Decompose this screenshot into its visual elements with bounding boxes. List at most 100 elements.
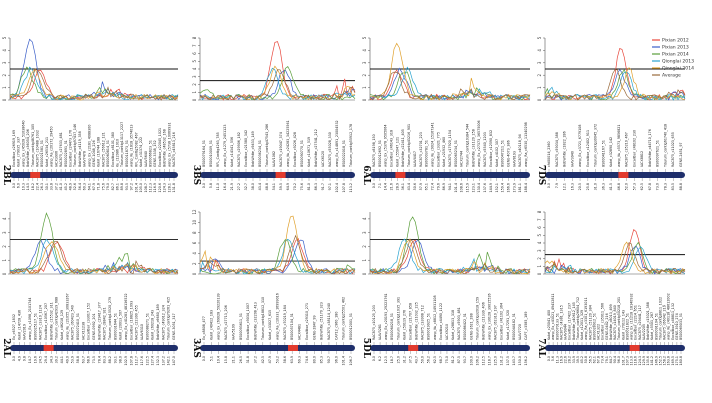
- marker-position: 43.7: [415, 356, 419, 363]
- marker-position: 26.3: [40, 183, 44, 190]
- marker-position: 90.7: [327, 356, 331, 363]
- marker-name: IAAV7478: [83, 151, 87, 167]
- marker-position: 158.2: [663, 356, 667, 365]
- marker-position: 112.5: [481, 356, 485, 365]
- marker-position: 102.4: [335, 183, 339, 192]
- marker-name: GENE-3338_152: [153, 140, 157, 167]
- marker-position: 59.5: [279, 183, 283, 190]
- y-tick-label: 0: [192, 272, 197, 275]
- marker-position: 52.0: [625, 183, 629, 190]
- marker-name: BobWhite_c6680_189: [156, 304, 160, 340]
- marker-name: Tdurum_contig8811_1022: [658, 297, 662, 341]
- marker-name: Kukri_c79035_337: [17, 137, 21, 167]
- marker-name: BS00044182_51: [512, 313, 516, 340]
- marker-name: Kukri_c4102_307: [495, 139, 499, 167]
- lod-curve-average: [199, 69, 356, 101]
- marker-name: Excalibur_c21707_858: [408, 303, 412, 340]
- marker-name: Tdurum_contig70261_415: [167, 297, 171, 341]
- y-tick-label: 0: [362, 272, 367, 275]
- marker-name: RAC875_c27713_206: [224, 305, 228, 340]
- marker-position: 28.9: [395, 183, 399, 190]
- marker-name: wsnp_Ku_c24283_34225561: [286, 120, 290, 167]
- marker-name: BS00010009_51: [209, 140, 213, 167]
- marker-position: 75.0: [445, 356, 449, 363]
- marker-position: 107.3: [625, 356, 629, 365]
- marker-name: GENE-4073_386: [506, 140, 510, 167]
- marker-name: Excalibur_c12590_832: [489, 130, 493, 167]
- y-tick-label: 3: [537, 61, 542, 64]
- marker-name: RAC875_c3310_1124: [39, 305, 43, 340]
- marker-position: 18.7: [390, 356, 394, 363]
- y-tick-label: 8: [192, 231, 197, 234]
- marker-name: Tdurum_contig48761_305: [31, 124, 35, 168]
- marker-position: 62.5: [433, 356, 437, 363]
- marker-position: 101.4: [454, 183, 458, 192]
- marker-name: wsnp_Ex_c14891_23004532: [335, 120, 339, 167]
- y-tick-label: 3: [192, 75, 197, 78]
- marker-position: 135.6: [646, 356, 650, 365]
- marker-name: BS00072410_51: [76, 313, 80, 340]
- marker-position: 56.4: [78, 183, 82, 190]
- marker-name: Tdurum_contig50218_201: [617, 297, 621, 341]
- marker-position: 36.1: [401, 183, 405, 190]
- y-tick-label: 1: [537, 265, 542, 268]
- marker-name: Excalibur_c8101_380: [111, 132, 115, 167]
- marker-position: 73.5: [92, 356, 96, 363]
- chromosome-bar: [545, 345, 685, 351]
- marker-position: 169.5: [671, 356, 675, 365]
- marker-position: 0.0: [547, 183, 551, 188]
- y-tick-label: 1: [362, 258, 367, 261]
- marker-position: 97.2: [130, 183, 134, 190]
- marker-name: Tdurum_contig15520_279: [108, 297, 112, 341]
- marker-position: 107.8: [129, 356, 133, 365]
- marker-position: 67.8: [597, 356, 601, 363]
- marker-position: 88.2: [108, 356, 112, 363]
- marker-name: Kukri_c31374_222: [139, 137, 143, 167]
- lod-curve-pixian-2013: [9, 38, 179, 101]
- marker-position: 0.0: [372, 356, 376, 361]
- marker-position: 30.1: [45, 183, 49, 190]
- lod-curve-average: [544, 242, 686, 274]
- marker-name: RAC875_c10125_203: [372, 305, 376, 340]
- marker-name: BobWhite_c22411_405: [401, 129, 405, 167]
- lod-curve-pixian-2012: [199, 41, 356, 101]
- qtl-interval: [629, 345, 640, 351]
- marker-position: 57.3: [632, 183, 636, 190]
- marker-name: Kukri_c33027_615: [268, 310, 272, 340]
- marker-name: Tdurum_contig97437_146: [73, 124, 77, 168]
- marker-name: Kukri_c60218_243: [151, 310, 155, 340]
- marker-position: 75.6: [101, 183, 105, 190]
- marker-name: RAC875_c27633_481: [59, 132, 63, 167]
- marker-name: BS00057104_51: [290, 313, 294, 340]
- marker-position: 142.1: [167, 356, 171, 365]
- marker-position: 67.8: [648, 183, 652, 190]
- marker-position: 15.8: [224, 356, 228, 363]
- marker-name: BobWhite_c48532_168: [163, 129, 167, 167]
- marker-position: 83.5: [671, 183, 675, 190]
- marker-name: CAP7_c3585_189: [524, 312, 528, 340]
- marker-position: 31.2: [402, 356, 406, 363]
- marker-position: 85.3: [320, 356, 324, 363]
- marker-position: 0.0: [547, 356, 551, 361]
- marker-name: Kukri_c55047_121: [395, 137, 399, 167]
- marker-position: 137.2: [161, 356, 165, 365]
- chromosome-bar: [10, 172, 178, 178]
- marker-position: 27.2: [237, 183, 241, 190]
- marker-position: 38.0: [251, 183, 255, 190]
- y-tick-label: 0: [537, 98, 542, 101]
- marker-position: 124.3: [163, 183, 167, 192]
- marker-position: 14.7: [28, 356, 32, 363]
- marker-name: IAAV3940: [570, 151, 574, 167]
- marker-name: RAC875_c8842_921: [103, 307, 107, 340]
- marker-position: 6.0: [17, 183, 21, 188]
- y-tick-label: 4: [362, 217, 367, 220]
- marker-name: wsnp_Ex_c27373_36575006: [477, 120, 481, 167]
- marker-position: 100.0: [469, 356, 473, 365]
- lod-curve-average: [369, 71, 531, 101]
- marker-name: BobWhite_c31120_258: [471, 129, 475, 167]
- marker-name: RAC875_c66042_219: [663, 305, 667, 340]
- marker-position: 50.6: [413, 183, 417, 190]
- marker-name: wsnp_Ex_c20193_29223761: [384, 293, 388, 340]
- marker-position: 0.0: [202, 183, 206, 188]
- marker-name: Excalibur_c2214_651: [634, 305, 638, 340]
